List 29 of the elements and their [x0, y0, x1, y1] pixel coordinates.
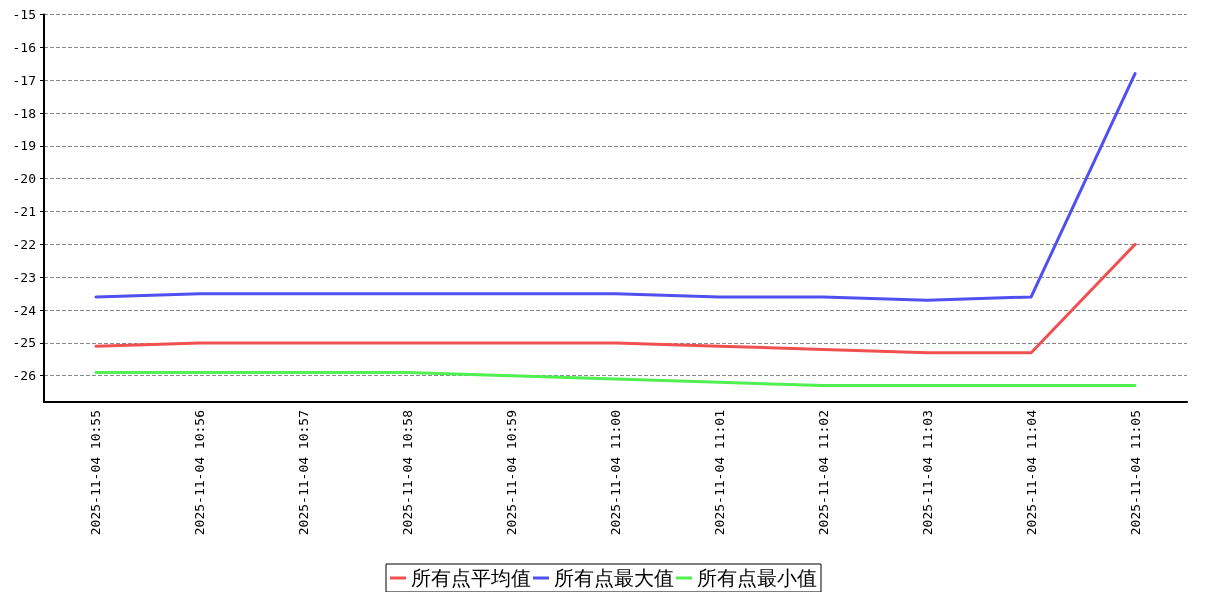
y-tick-label: -17 — [12, 72, 36, 88]
x-tick-label: 2025-11-04 10:55 — [88, 410, 104, 536]
y-tick-label: -16 — [12, 39, 36, 55]
x-tick-label: 2025-11-04 11:02 — [815, 410, 831, 536]
y-tick-label: -24 — [12, 302, 37, 318]
line-series — [94, 242, 1137, 355]
y-tick-label: -25 — [12, 335, 36, 351]
legend-label: 所有点最大值 — [554, 566, 674, 590]
x-tick-label: 2025-11-04 10:56 — [192, 410, 208, 536]
y-tick-label: -19 — [12, 138, 36, 154]
x-tick-label: 2025-11-04 11:05 — [1127, 410, 1143, 536]
y-tick-label: -22 — [12, 236, 36, 252]
x-tick-label: 2025-11-04 11:01 — [711, 410, 727, 536]
y-tick-label: -15 — [12, 7, 36, 22]
legend-label: 所有点最小值 — [697, 566, 817, 590]
y-tick-label: -23 — [12, 269, 36, 285]
line-series — [94, 72, 1137, 302]
x-tick-label: 2025-11-04 10:58 — [400, 410, 416, 536]
x-tick-label: 2025-11-04 11:03 — [919, 410, 935, 536]
line-series — [94, 370, 1137, 388]
x-tick-label: 2025-11-04 11:04 — [1023, 409, 1039, 536]
legend-label: 所有点平均值 — [411, 566, 531, 590]
x-tick-label: 2025-11-04 11:00 — [608, 410, 623, 536]
x-tick-label: 2025-11-04 10:59 — [504, 410, 520, 536]
x-tick-label: 2025-11-04 10:57 — [296, 410, 312, 536]
y-tick-label: -26 — [12, 368, 36, 384]
y-tick-label: -18 — [12, 105, 36, 121]
y-tick-label: -20 — [12, 171, 36, 187]
y-tick-label: -21 — [12, 204, 36, 220]
